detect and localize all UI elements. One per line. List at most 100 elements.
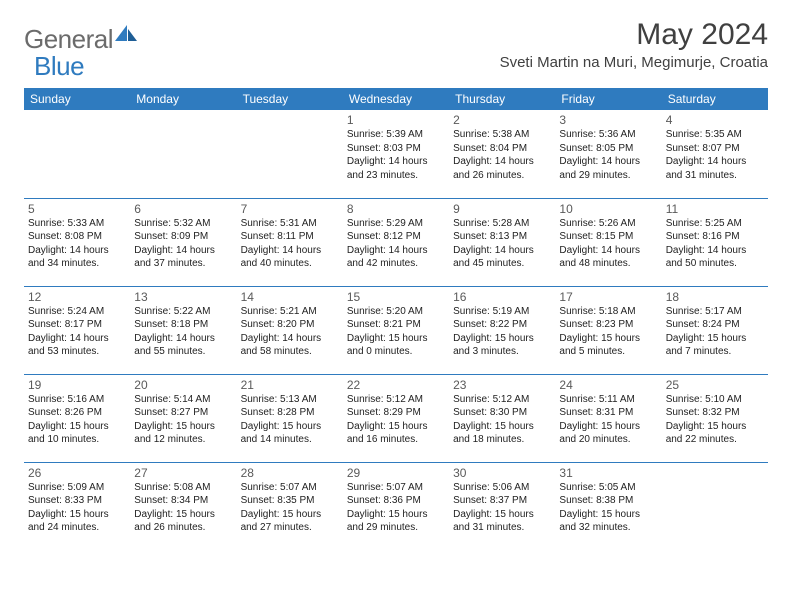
calendar-empty-cell bbox=[24, 110, 130, 198]
day-info: Sunrise: 5:36 AMSunset: 8:05 PMDaylight:… bbox=[559, 128, 657, 182]
day-info: Sunrise: 5:07 AMSunset: 8:36 PMDaylight:… bbox=[347, 481, 445, 535]
calendar-day-cell: 17Sunrise: 5:18 AMSunset: 8:23 PMDayligh… bbox=[555, 286, 661, 374]
day-number: 7 bbox=[241, 202, 339, 216]
weekday-header: Wednesday bbox=[343, 88, 449, 110]
day-number: 3 bbox=[559, 113, 657, 127]
day-number: 22 bbox=[347, 378, 445, 392]
day-info: Sunrise: 5:13 AMSunset: 8:28 PMDaylight:… bbox=[241, 393, 339, 447]
day-number: 2 bbox=[453, 113, 551, 127]
day-number: 28 bbox=[241, 466, 339, 480]
calendar-day-cell: 16Sunrise: 5:19 AMSunset: 8:22 PMDayligh… bbox=[449, 286, 555, 374]
day-number: 19 bbox=[28, 378, 126, 392]
day-info: Sunrise: 5:39 AMSunset: 8:03 PMDaylight:… bbox=[347, 128, 445, 182]
day-info: Sunrise: 5:06 AMSunset: 8:37 PMDaylight:… bbox=[453, 481, 551, 535]
day-number: 23 bbox=[453, 378, 551, 392]
weekday-header-row: SundayMondayTuesdayWednesdayThursdayFrid… bbox=[24, 88, 768, 110]
calendar-week-row: 1Sunrise: 5:39 AMSunset: 8:03 PMDaylight… bbox=[24, 110, 768, 198]
day-number: 25 bbox=[666, 378, 764, 392]
day-info: Sunrise: 5:12 AMSunset: 8:29 PMDaylight:… bbox=[347, 393, 445, 447]
day-info: Sunrise: 5:24 AMSunset: 8:17 PMDaylight:… bbox=[28, 305, 126, 359]
calendar-day-cell: 1Sunrise: 5:39 AMSunset: 8:03 PMDaylight… bbox=[343, 110, 449, 198]
day-number: 27 bbox=[134, 466, 232, 480]
calendar-day-cell: 3Sunrise: 5:36 AMSunset: 8:05 PMDaylight… bbox=[555, 110, 661, 198]
calendar-empty-cell bbox=[237, 110, 343, 198]
day-number: 31 bbox=[559, 466, 657, 480]
day-number: 1 bbox=[347, 113, 445, 127]
calendar-week-row: 12Sunrise: 5:24 AMSunset: 8:17 PMDayligh… bbox=[24, 286, 768, 374]
day-info: Sunrise: 5:29 AMSunset: 8:12 PMDaylight:… bbox=[347, 217, 445, 271]
weekday-header: Saturday bbox=[662, 88, 768, 110]
calendar-day-cell: 11Sunrise: 5:25 AMSunset: 8:16 PMDayligh… bbox=[662, 198, 768, 286]
day-info: Sunrise: 5:09 AMSunset: 8:33 PMDaylight:… bbox=[28, 481, 126, 535]
logo-sail-icon bbox=[115, 25, 137, 50]
day-info: Sunrise: 5:35 AMSunset: 8:07 PMDaylight:… bbox=[666, 128, 764, 182]
logo-text-blue: Blue bbox=[34, 51, 84, 81]
calendar-day-cell: 28Sunrise: 5:07 AMSunset: 8:35 PMDayligh… bbox=[237, 462, 343, 550]
day-number: 10 bbox=[559, 202, 657, 216]
day-info: Sunrise: 5:14 AMSunset: 8:27 PMDaylight:… bbox=[134, 393, 232, 447]
location-text: Sveti Martin na Muri, Megimurje, Croatia bbox=[500, 54, 768, 71]
day-info: Sunrise: 5:18 AMSunset: 8:23 PMDaylight:… bbox=[559, 305, 657, 359]
day-info: Sunrise: 5:16 AMSunset: 8:26 PMDaylight:… bbox=[28, 393, 126, 447]
calendar-day-cell: 22Sunrise: 5:12 AMSunset: 8:29 PMDayligh… bbox=[343, 374, 449, 462]
day-info: Sunrise: 5:26 AMSunset: 8:15 PMDaylight:… bbox=[559, 217, 657, 271]
day-number: 30 bbox=[453, 466, 551, 480]
day-info: Sunrise: 5:38 AMSunset: 8:04 PMDaylight:… bbox=[453, 128, 551, 182]
day-number: 29 bbox=[347, 466, 445, 480]
calendar-day-cell: 10Sunrise: 5:26 AMSunset: 8:15 PMDayligh… bbox=[555, 198, 661, 286]
day-info: Sunrise: 5:05 AMSunset: 8:38 PMDaylight:… bbox=[559, 481, 657, 535]
day-info: Sunrise: 5:08 AMSunset: 8:34 PMDaylight:… bbox=[134, 481, 232, 535]
day-info: Sunrise: 5:21 AMSunset: 8:20 PMDaylight:… bbox=[241, 305, 339, 359]
calendar-day-cell: 21Sunrise: 5:13 AMSunset: 8:28 PMDayligh… bbox=[237, 374, 343, 462]
calendar-day-cell: 4Sunrise: 5:35 AMSunset: 8:07 PMDaylight… bbox=[662, 110, 768, 198]
day-number: 6 bbox=[134, 202, 232, 216]
calendar-day-cell: 24Sunrise: 5:11 AMSunset: 8:31 PMDayligh… bbox=[555, 374, 661, 462]
day-info: Sunrise: 5:12 AMSunset: 8:30 PMDaylight:… bbox=[453, 393, 551, 447]
calendar-day-cell: 14Sunrise: 5:21 AMSunset: 8:20 PMDayligh… bbox=[237, 286, 343, 374]
day-number: 15 bbox=[347, 290, 445, 304]
calendar-day-cell: 26Sunrise: 5:09 AMSunset: 8:33 PMDayligh… bbox=[24, 462, 130, 550]
day-number: 12 bbox=[28, 290, 126, 304]
calendar-day-cell: 20Sunrise: 5:14 AMSunset: 8:27 PMDayligh… bbox=[130, 374, 236, 462]
day-info: Sunrise: 5:17 AMSunset: 8:24 PMDaylight:… bbox=[666, 305, 764, 359]
calendar-day-cell: 31Sunrise: 5:05 AMSunset: 8:38 PMDayligh… bbox=[555, 462, 661, 550]
day-info: Sunrise: 5:11 AMSunset: 8:31 PMDaylight:… bbox=[559, 393, 657, 447]
day-info: Sunrise: 5:33 AMSunset: 8:08 PMDaylight:… bbox=[28, 217, 126, 271]
day-info: Sunrise: 5:28 AMSunset: 8:13 PMDaylight:… bbox=[453, 217, 551, 271]
day-info: Sunrise: 5:20 AMSunset: 8:21 PMDaylight:… bbox=[347, 305, 445, 359]
calendar-day-cell: 25Sunrise: 5:10 AMSunset: 8:32 PMDayligh… bbox=[662, 374, 768, 462]
day-info: Sunrise: 5:07 AMSunset: 8:35 PMDaylight:… bbox=[241, 481, 339, 535]
calendar-day-cell: 27Sunrise: 5:08 AMSunset: 8:34 PMDayligh… bbox=[130, 462, 236, 550]
day-number: 4 bbox=[666, 113, 764, 127]
day-info: Sunrise: 5:31 AMSunset: 8:11 PMDaylight:… bbox=[241, 217, 339, 271]
weekday-header: Friday bbox=[555, 88, 661, 110]
day-number: 17 bbox=[559, 290, 657, 304]
day-number: 16 bbox=[453, 290, 551, 304]
day-info: Sunrise: 5:32 AMSunset: 8:09 PMDaylight:… bbox=[134, 217, 232, 271]
day-number: 20 bbox=[134, 378, 232, 392]
day-info: Sunrise: 5:19 AMSunset: 8:22 PMDaylight:… bbox=[453, 305, 551, 359]
calendar-day-cell: 2Sunrise: 5:38 AMSunset: 8:04 PMDaylight… bbox=[449, 110, 555, 198]
calendar-day-cell: 6Sunrise: 5:32 AMSunset: 8:09 PMDaylight… bbox=[130, 198, 236, 286]
day-number: 18 bbox=[666, 290, 764, 304]
calendar-day-cell: 5Sunrise: 5:33 AMSunset: 8:08 PMDaylight… bbox=[24, 198, 130, 286]
calendar-day-cell: 9Sunrise: 5:28 AMSunset: 8:13 PMDaylight… bbox=[449, 198, 555, 286]
calendar-day-cell: 12Sunrise: 5:24 AMSunset: 8:17 PMDayligh… bbox=[24, 286, 130, 374]
day-info: Sunrise: 5:10 AMSunset: 8:32 PMDaylight:… bbox=[666, 393, 764, 447]
day-number: 14 bbox=[241, 290, 339, 304]
day-number: 26 bbox=[28, 466, 126, 480]
day-info: Sunrise: 5:25 AMSunset: 8:16 PMDaylight:… bbox=[666, 217, 764, 271]
calendar-week-row: 19Sunrise: 5:16 AMSunset: 8:26 PMDayligh… bbox=[24, 374, 768, 462]
month-title: May 2024 bbox=[500, 18, 768, 52]
calendar-empty-cell bbox=[130, 110, 236, 198]
calendar-day-cell: 29Sunrise: 5:07 AMSunset: 8:36 PMDayligh… bbox=[343, 462, 449, 550]
day-number: 21 bbox=[241, 378, 339, 392]
weekday-header: Sunday bbox=[24, 88, 130, 110]
calendar-week-row: 5Sunrise: 5:33 AMSunset: 8:08 PMDaylight… bbox=[24, 198, 768, 286]
weekday-header: Tuesday bbox=[237, 88, 343, 110]
calendar-day-cell: 8Sunrise: 5:29 AMSunset: 8:12 PMDaylight… bbox=[343, 198, 449, 286]
calendar-day-cell: 7Sunrise: 5:31 AMSunset: 8:11 PMDaylight… bbox=[237, 198, 343, 286]
calendar-week-row: 26Sunrise: 5:09 AMSunset: 8:33 PMDayligh… bbox=[24, 462, 768, 550]
weekday-header: Monday bbox=[130, 88, 236, 110]
day-number: 11 bbox=[666, 202, 764, 216]
